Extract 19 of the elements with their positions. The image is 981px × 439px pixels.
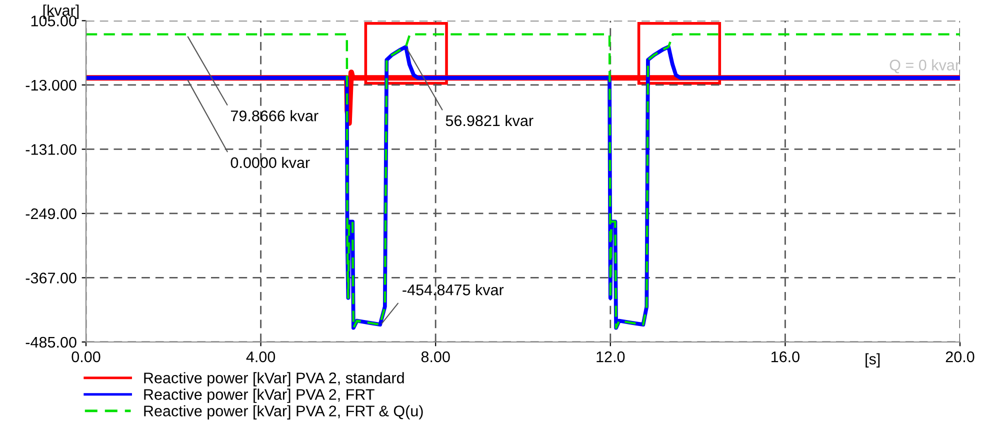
x-tick-label: 20.0 <box>946 351 974 362</box>
x-tick-label: 4.00 <box>246 351 276 362</box>
legend-label: Reactive power [kVar] PVA 2, standard <box>144 372 404 386</box>
x-tick-label: 8.00 <box>421 351 450 362</box>
x-tick-label: 12.0 <box>596 351 625 362</box>
annotation: 0.0000 kvar <box>230 156 310 168</box>
x-tick-label: 0.00 <box>72 351 100 362</box>
legend-label: Reactive power [kVar] PVA 2, FRT & Q(u) <box>144 405 423 420</box>
annotation: Q = 0 kvar <box>890 59 960 74</box>
x-tick-label: 16.0 <box>772 351 800 362</box>
y-tick-label: -13.000 <box>26 80 76 91</box>
y-tick-label: -485.00 <box>26 336 76 348</box>
y-tick-label: -131.00 <box>26 144 76 155</box>
x-axis-title: [s] <box>866 353 880 368</box>
annotation: -454.8475 kvar <box>402 284 504 296</box>
annotation: 56.9821 kvar <box>446 114 534 126</box>
y-tick-label: -249.00 <box>26 208 76 220</box>
y-tick-label: -367.00 <box>26 272 76 284</box>
legend-label: Reactive power [kVar] PVA 2, FRT <box>144 388 374 403</box>
